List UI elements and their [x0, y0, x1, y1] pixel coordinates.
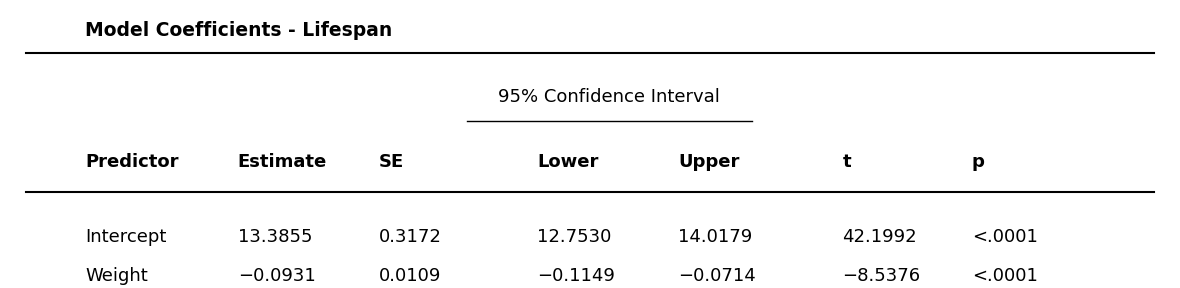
Text: Weight: Weight [85, 267, 148, 285]
Text: 12.7530: 12.7530 [537, 228, 611, 246]
Text: Lower: Lower [537, 154, 598, 171]
Text: t: t [843, 154, 851, 171]
Text: p: p [971, 154, 984, 171]
Text: 14.0179: 14.0179 [678, 228, 753, 246]
Text: 0.3172: 0.3172 [379, 228, 441, 246]
Text: SE: SE [379, 154, 404, 171]
Text: 95% Confidence Interval: 95% Confidence Interval [498, 88, 720, 106]
Text: −0.0714: −0.0714 [678, 267, 756, 285]
Text: <.0001: <.0001 [971, 228, 1037, 246]
Text: 13.3855: 13.3855 [237, 228, 313, 246]
Text: −8.5376: −8.5376 [843, 267, 920, 285]
Text: Upper: Upper [678, 154, 740, 171]
Text: −0.0931: −0.0931 [237, 267, 315, 285]
Text: Model Coefficients - Lifespan: Model Coefficients - Lifespan [85, 21, 392, 40]
Text: −0.1149: −0.1149 [537, 267, 615, 285]
Text: 0.0109: 0.0109 [379, 267, 441, 285]
Text: Estimate: Estimate [237, 154, 327, 171]
Text: Intercept: Intercept [85, 228, 166, 246]
Text: <.0001: <.0001 [971, 267, 1037, 285]
Text: Predictor: Predictor [85, 154, 178, 171]
Text: 42.1992: 42.1992 [843, 228, 917, 246]
